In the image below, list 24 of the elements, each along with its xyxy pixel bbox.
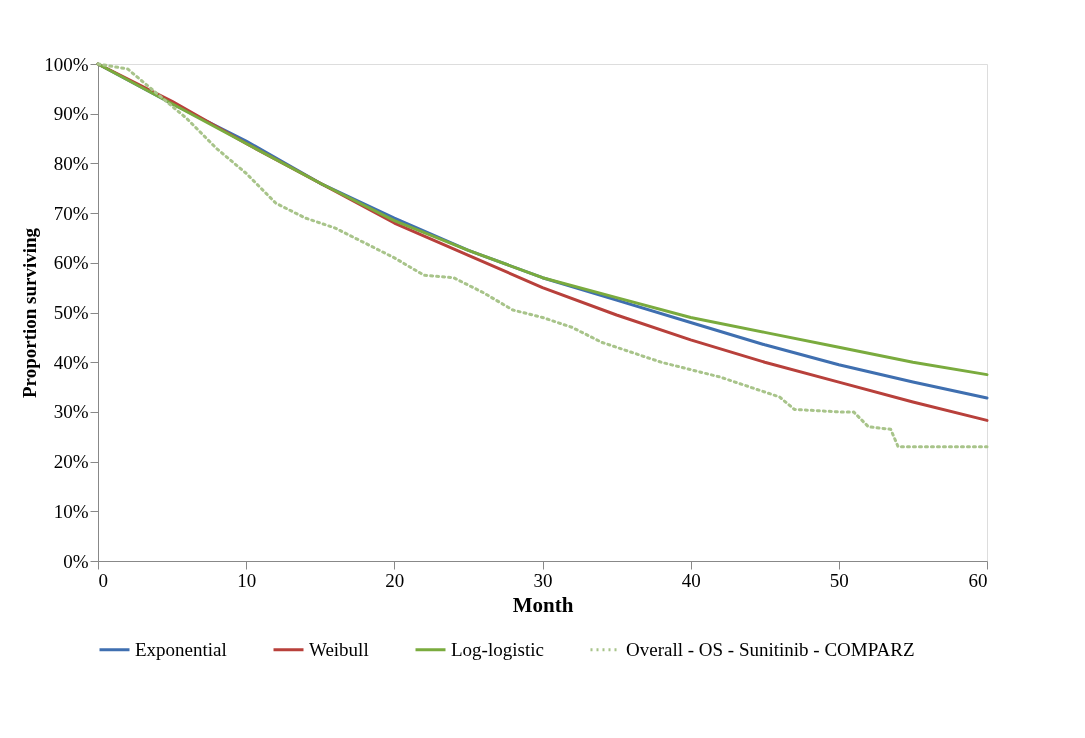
x-tick-label: 40 bbox=[681, 569, 701, 591]
y-tick-label: 60% bbox=[53, 252, 89, 274]
y-tick-label: 70% bbox=[53, 202, 89, 224]
x-tick-label: 60 bbox=[968, 569, 988, 591]
x-tick-label: 0 bbox=[98, 569, 108, 591]
y-tick-label: 90% bbox=[53, 103, 89, 125]
x-axis-title: Month bbox=[512, 592, 574, 617]
y-tick-label: 100% bbox=[44, 53, 89, 75]
x-tick-label: 30 bbox=[533, 569, 553, 591]
y-tick-label: 80% bbox=[53, 152, 89, 174]
y-tick-label: 30% bbox=[53, 401, 89, 423]
x-tick-label: 10 bbox=[237, 569, 257, 591]
y-tick-label: 50% bbox=[53, 302, 89, 323]
y-tick-label: 40% bbox=[53, 351, 89, 373]
legend-label: Overall - OS - Sunitinib - COMPARZ bbox=[626, 638, 915, 660]
legend-label: Weibull bbox=[309, 638, 369, 660]
y-tick-label: 10% bbox=[53, 500, 89, 522]
y-tick-label: 20% bbox=[53, 451, 89, 473]
legend-label: Exponential bbox=[135, 638, 227, 660]
y-tick-label: 0% bbox=[63, 550, 89, 572]
x-tick-label: 20 bbox=[385, 569, 405, 591]
x-tick-label: 50 bbox=[829, 569, 849, 591]
legend-label: Log-logistic bbox=[451, 638, 544, 660]
y-axis-title: Proportion surviving bbox=[19, 227, 41, 399]
